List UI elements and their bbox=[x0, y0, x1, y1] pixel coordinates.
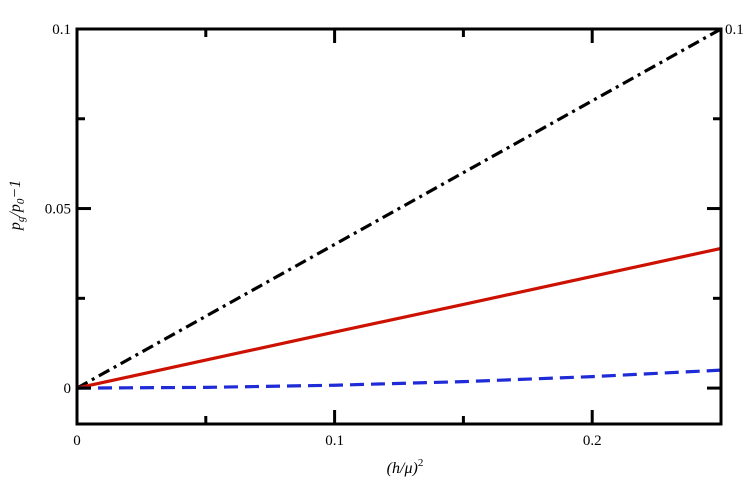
y-tick-label: 0 bbox=[64, 381, 72, 397]
y-tick-label: 0.05 bbox=[45, 202, 71, 218]
series-line-2 bbox=[76, 368, 722, 390]
y-tick-label-right: 0.1 bbox=[725, 22, 744, 38]
y-axis-label: pg/p0−1 bbox=[7, 180, 27, 231]
series-line-1 bbox=[76, 246, 722, 390]
series-line-0 bbox=[76, 27, 722, 390]
labels-layer: 0 0.1 0.2 0 0.05 0.1 0.1 bbox=[45, 22, 744, 449]
y-tick-label: 0.1 bbox=[52, 22, 71, 38]
plot-frame bbox=[75, 27, 723, 426]
x-tick-label: 0 bbox=[73, 433, 81, 449]
x-tick-label: 0.1 bbox=[325, 433, 344, 449]
x-tick-label: 0.2 bbox=[583, 433, 602, 449]
ticks-layer bbox=[77, 29, 721, 424]
x-axis-label: (h/μ)2 bbox=[387, 457, 424, 477]
series-layer bbox=[76, 27, 722, 390]
